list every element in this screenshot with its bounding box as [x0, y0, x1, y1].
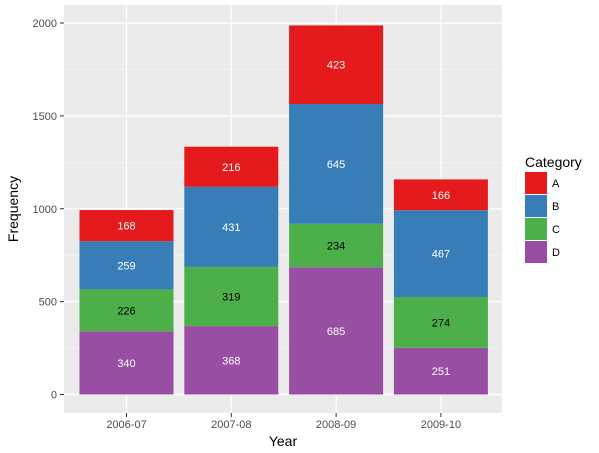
y-tick-label: 2000: [33, 18, 57, 30]
bar-value-label: 274: [432, 317, 450, 329]
bar-value-label: 226: [117, 305, 135, 317]
bar-value-label: 368: [222, 355, 240, 367]
bar-value-label: 423: [327, 60, 345, 72]
y-tick-label: 0: [51, 390, 57, 402]
bar-value-label: 431: [222, 222, 240, 234]
legend-title: Category: [525, 154, 582, 170]
bar-segment-b: [289, 103, 384, 224]
x-tick-label: 2009-10: [421, 419, 461, 431]
x-tick-label: 2007-08: [211, 419, 251, 431]
legend-label: B: [552, 201, 559, 213]
bar-segment-d: [393, 347, 488, 395]
bar-value-label: 216: [222, 162, 240, 174]
bar-segment-a: [393, 179, 488, 211]
bar-segment-d: [289, 267, 384, 395]
legend-label: A: [552, 178, 560, 190]
bar-value-label: 319: [222, 292, 240, 304]
bar-segment-c: [79, 289, 174, 332]
x-tick-label: 2008-09: [316, 419, 356, 431]
bar-segment-a: [79, 210, 174, 242]
bar-segment-b: [393, 210, 488, 297]
legend-key-b: [525, 195, 547, 217]
bar-segment-c: [289, 223, 384, 268]
bar-segment-a: [289, 25, 384, 104]
bar-value-label: 340: [117, 358, 135, 370]
bar-labels-layer: 340 226 259 168 368 319 431 216 685 234 645 423 251 2…: [117, 60, 450, 378]
y-axis: 0 500 1000 1500 2000: [33, 18, 64, 402]
legend-label: C: [552, 224, 560, 236]
bar-segment-d: [79, 331, 174, 395]
bar-value-label: 259: [117, 260, 135, 272]
bar-value-label: 467: [432, 249, 450, 261]
y-tick-label: 500: [39, 297, 57, 309]
bar-segment-b: [184, 186, 279, 267]
bar-value-label: 685: [327, 326, 345, 338]
bar-segment-a: [184, 146, 279, 187]
legend-key-c: [525, 218, 547, 240]
bar-value-label: 251: [432, 366, 450, 378]
legend-label: D: [552, 247, 560, 259]
bar-segment-c: [393, 296, 488, 348]
bar-value-label: 645: [327, 159, 345, 171]
y-tick-label: 1000: [33, 204, 57, 216]
bar-value-label: 168: [117, 221, 135, 233]
legend-key-a: [525, 172, 547, 194]
bar-segment-b: [79, 241, 174, 290]
bar-value-label: 166: [432, 190, 450, 202]
bar-segment-d: [184, 326, 279, 395]
x-axis: 2006-07 2007-08 2008-09 2009-10: [106, 413, 461, 431]
y-axis-title: Frequency: [5, 176, 21, 242]
x-axis-title: Year: [269, 433, 298, 449]
x-tick-label: 2006-07: [106, 419, 146, 431]
bar-segment-c: [184, 266, 279, 327]
bars-layer: [79, 25, 488, 395]
legend-key-d: [525, 241, 547, 263]
bar-value-label: 234: [327, 241, 345, 253]
y-tick-label: 1500: [33, 111, 57, 123]
